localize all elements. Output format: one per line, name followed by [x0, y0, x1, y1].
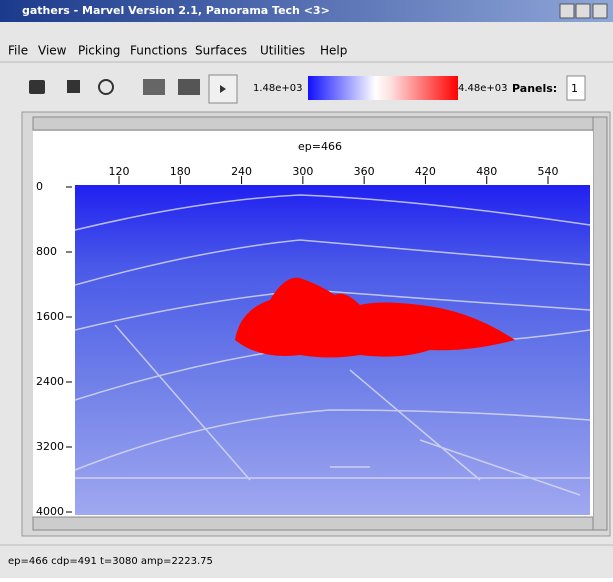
- menu-item[interactable]: File: [8, 44, 28, 58]
- menu-bar: File View Picking Functions Surfaces Utilitie…: [8, 44, 347, 58]
- menu-item[interactable]: Utilities: [260, 44, 305, 58]
- color-max: 4.48e+03: [458, 83, 508, 94]
- panels-value: 1: [571, 82, 578, 95]
- y-tick-label: 4000: [36, 505, 64, 518]
- window-title: gathers - Marvel Version 2.1, Panorama T…: [22, 4, 330, 17]
- menu-item[interactable]: View: [38, 44, 67, 58]
- menu-item[interactable]: Picking: [78, 44, 120, 58]
- seismic-image: [75, 185, 590, 515]
- y-tick-label: 800: [36, 245, 57, 258]
- color-min: 1.48e+03: [253, 83, 303, 94]
- v-scrollbar[interactable]: [593, 117, 607, 530]
- status-bar: ep=466 cdp=491 t=3080 amp=2223.75: [8, 556, 213, 567]
- color-bar: [308, 76, 458, 100]
- plot-title: ep=466: [298, 140, 342, 153]
- y-tick-label: 0: [36, 180, 43, 193]
- menu-item[interactable]: Surfaces: [195, 44, 247, 58]
- y-tick-label: 1600: [36, 310, 64, 323]
- h-scrollbar-bottom[interactable]: [33, 517, 593, 530]
- menu-item[interactable]: Functions: [130, 44, 187, 58]
- panels-label: Panels:: [512, 82, 557, 95]
- app-window: gathers - Marvel Version 2.1, Panorama T…: [0, 0, 613, 578]
- y-tick-label: 3200: [36, 440, 64, 453]
- menu-item[interactable]: Help: [320, 44, 347, 58]
- h-scrollbar-top[interactable]: [33, 117, 593, 130]
- y-tick-label: 2400: [36, 375, 64, 388]
- page: gathers - Marvel Version 2.1, Panorama T…: [0, 0, 613, 578]
- window-buttons[interactable]: [560, 4, 607, 18]
